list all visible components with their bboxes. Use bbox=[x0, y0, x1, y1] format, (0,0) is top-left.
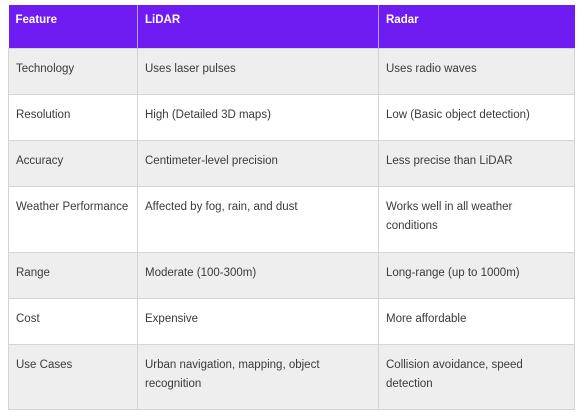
radar-cell: Less precise than LiDAR bbox=[378, 139, 575, 187]
radar-cell: Works well in all weather conditions bbox=[378, 185, 575, 253]
lidar-cell: Moderate (100-300m) bbox=[137, 251, 379, 299]
radar-cell: Low (Basic object detection) bbox=[378, 93, 575, 141]
table-row: Cost Expensive More affordable bbox=[8, 297, 575, 345]
feature-cell: Range bbox=[8, 251, 138, 299]
table-header: Feature LiDAR Radar bbox=[8, 5, 575, 48]
comparison-table-container: Feature LiDAR Radar Technology Uses lase… bbox=[8, 5, 575, 410]
lidar-cell: Centimeter-level precision bbox=[137, 139, 379, 187]
lidar-cell: Uses laser pulses bbox=[137, 47, 379, 95]
radar-cell: Long-range (up to 1000m) bbox=[378, 251, 575, 299]
lidar-vs-radar-table: Feature LiDAR Radar Technology Uses lase… bbox=[8, 5, 575, 410]
lidar-cell: Expensive bbox=[137, 297, 379, 345]
table-row: Technology Uses laser pulses Uses radio … bbox=[8, 47, 575, 95]
table-row: Accuracy Centimeter-level precision Less… bbox=[8, 139, 575, 187]
radar-cell: Collision avoidance, speed detection bbox=[378, 343, 575, 410]
feature-cell: Cost bbox=[8, 297, 138, 345]
table-row: Weather Performance Affected by fog, rai… bbox=[8, 185, 575, 253]
header-lidar: LiDAR bbox=[137, 5, 379, 48]
table-row: Resolution High (Detailed 3D maps) Low (… bbox=[8, 93, 575, 141]
lidar-cell: Affected by fog, rain, and dust bbox=[137, 185, 379, 253]
header-row: Feature LiDAR Radar bbox=[8, 5, 575, 48]
radar-cell: More affordable bbox=[378, 297, 575, 345]
feature-cell: Accuracy bbox=[8, 139, 138, 187]
feature-cell: Use Cases bbox=[8, 343, 138, 410]
feature-cell: Technology bbox=[8, 47, 138, 95]
header-feature: Feature bbox=[8, 5, 138, 48]
lidar-cell: Urban navigation, mapping, object recogn… bbox=[137, 343, 379, 410]
radar-cell: Uses radio waves bbox=[378, 47, 575, 95]
header-radar: Radar bbox=[378, 5, 575, 48]
table-row: Use Cases Urban navigation, mapping, obj… bbox=[8, 343, 575, 410]
feature-cell: Resolution bbox=[8, 93, 138, 141]
table-row: Range Moderate (100-300m) Long-range (up… bbox=[8, 251, 575, 299]
feature-cell: Weather Performance bbox=[8, 185, 138, 253]
lidar-cell: High (Detailed 3D maps) bbox=[137, 93, 379, 141]
table-body: Technology Uses laser pulses Uses radio … bbox=[8, 47, 575, 410]
